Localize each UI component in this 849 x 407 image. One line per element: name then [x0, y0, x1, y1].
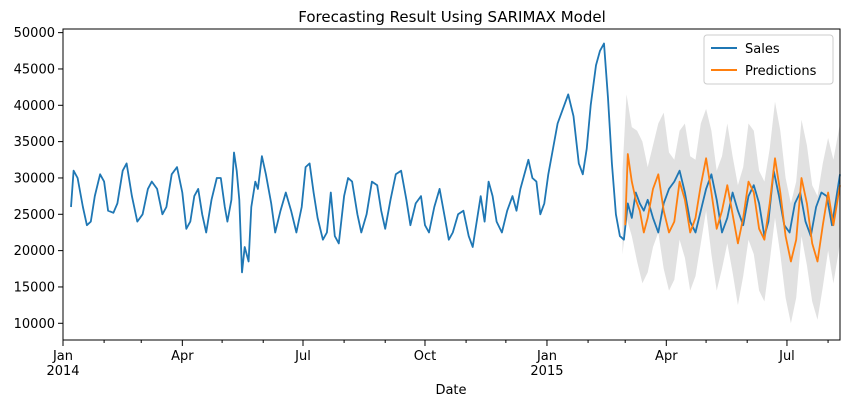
x-tick-label: Apr	[171, 349, 194, 364]
series-layer	[70, 42, 841, 274]
chart-title: Forecasting Result Using SARIMAX Model	[298, 8, 606, 26]
y-tick-label: 40000	[14, 99, 55, 114]
y-tick-label: 10000	[14, 317, 55, 332]
y-tick-label: 30000	[14, 171, 55, 186]
y-axis: 10000 15000 20000 25000 30000 35000 40000 45000…	[14, 26, 63, 332]
y-tick-label: 25000	[14, 208, 55, 223]
legend-label-predictions: Predictions	[745, 64, 817, 79]
y-tick-label: 35000	[14, 135, 55, 150]
sales-line	[70, 42, 841, 274]
x-tick-label: Jan	[52, 349, 73, 364]
x-tick-label: Jul	[294, 349, 311, 364]
x-tick-year-label: 2015	[530, 364, 563, 379]
y-tick-label: 50000	[14, 26, 55, 41]
predictions-line	[624, 153, 841, 263]
y-tick-label: 15000	[14, 280, 55, 295]
x-tick-label: Jan	[536, 349, 557, 364]
x-axis-label: Date	[435, 383, 466, 398]
y-tick-label: 45000	[14, 62, 55, 77]
x-tick-year-label: 2014	[46, 364, 79, 379]
plot-area-frame	[62, 28, 841, 341]
x-tick-label: Oct	[414, 349, 436, 364]
chart-legend: Sales Predictions	[703, 34, 834, 85]
x-tick-label: Jul	[778, 349, 795, 364]
x-tick-label: Apr	[655, 349, 678, 364]
y-tick-label: 20000	[14, 244, 55, 259]
legend-label-sales: Sales	[745, 42, 780, 57]
